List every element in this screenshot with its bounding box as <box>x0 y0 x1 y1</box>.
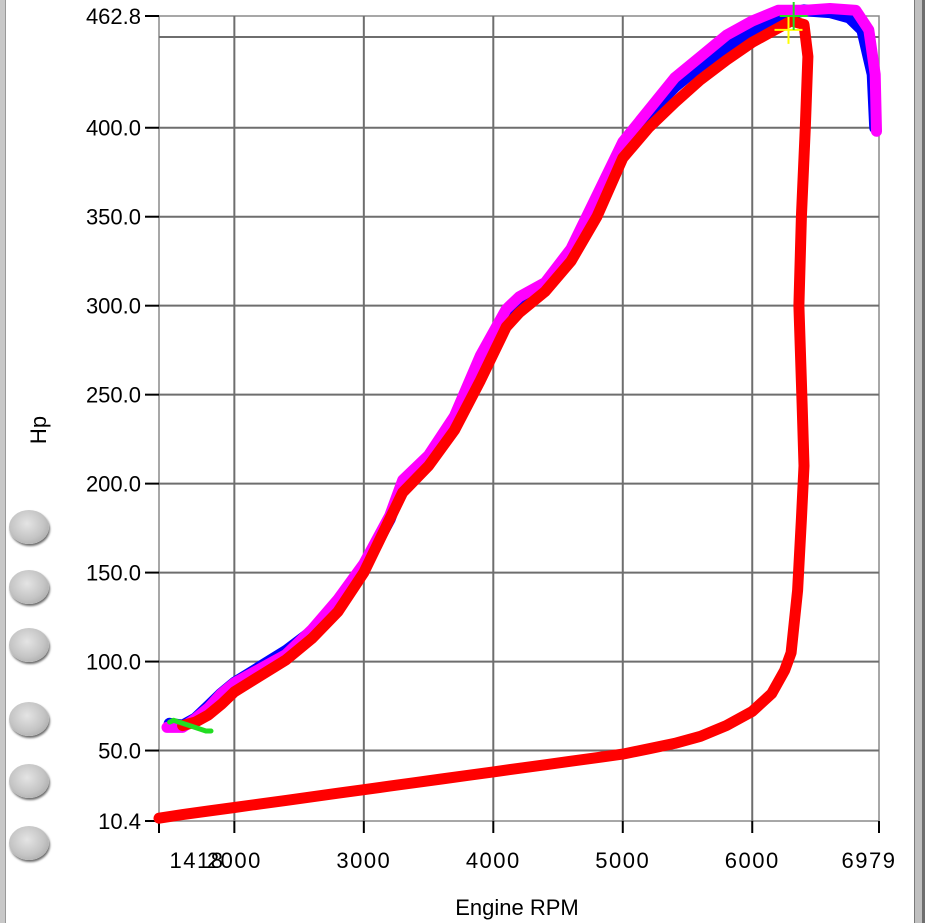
channel-toggle-2[interactable] <box>9 570 49 604</box>
x-tick-label: 1418 <box>170 848 225 873</box>
x-tick-label: 3000 <box>336 848 391 873</box>
channel-toggle-3[interactable] <box>9 628 49 662</box>
channel-toggle-1[interactable] <box>9 510 49 544</box>
channel-toggle-6[interactable] <box>9 826 49 860</box>
x-tick-label: 6979 <box>842 848 897 873</box>
axis-layer <box>145 15 880 833</box>
channel-toggle-4[interactable] <box>9 702 49 736</box>
y-tick-label: 100.0 <box>86 650 141 675</box>
y-tick-label: 150.0 <box>86 561 141 586</box>
y-tick-label: 200.0 <box>86 472 141 497</box>
y-tick-label: 250.0 <box>86 383 141 408</box>
y-axis-label: Hp <box>26 416 51 444</box>
series-line-4 <box>167 717 214 734</box>
marker-layer <box>774 2 808 44</box>
y-tick-label: 350.0 <box>86 205 141 230</box>
y-tick-label: 10.4 <box>98 809 141 834</box>
plot-frame <box>158 15 880 822</box>
vertical-scrollbar[interactable] <box>914 0 925 923</box>
x-axis-label: Engine RPM <box>455 895 579 920</box>
x-tick-label: 4000 <box>466 848 521 873</box>
left-rail <box>0 0 6 923</box>
y-tick-label: 300.0 <box>86 294 141 319</box>
series-line-3 <box>153 15 814 824</box>
x-tick-label: 2000 <box>207 848 262 873</box>
channel-toggle-5[interactable] <box>9 764 49 798</box>
x-tick-label: 5000 <box>595 848 650 873</box>
y-tick-label: 50.0 <box>98 739 141 764</box>
y-tick-label: 462.8 <box>86 4 141 29</box>
series-line-1 <box>163 4 882 732</box>
x-tick-label: 6000 <box>725 848 780 873</box>
y-tick-label: 400.0 <box>86 116 141 141</box>
series-layer <box>153 3 882 824</box>
series-line-2 <box>161 3 882 733</box>
